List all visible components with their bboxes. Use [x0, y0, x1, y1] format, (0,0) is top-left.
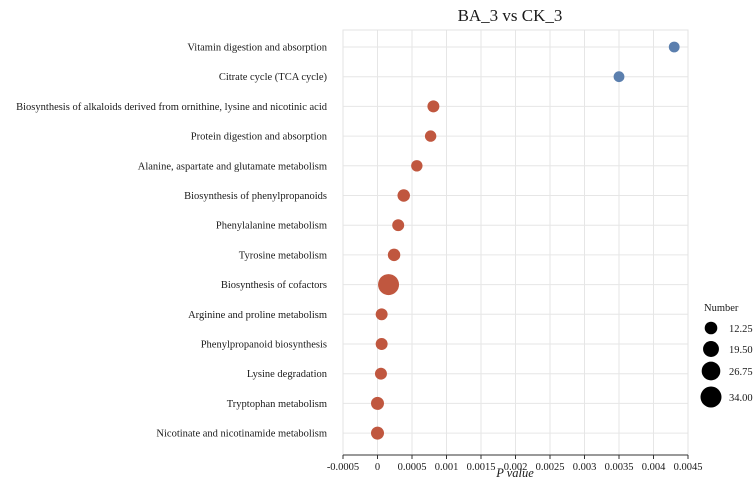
- legend-title: Number: [704, 303, 739, 314]
- category-label: Biosynthesis of phenylpropanoids: [184, 191, 327, 202]
- category-label: Protein digestion and absorption: [191, 132, 328, 143]
- data-point: [427, 100, 440, 113]
- data-point: [424, 130, 437, 142]
- chart-title: BA_3 vs CK_3: [458, 6, 563, 25]
- x-tick-label: 0.0045: [674, 462, 703, 473]
- x-tick-label: 0: [375, 462, 380, 473]
- category-label: Tryptophan metabolism: [227, 399, 327, 410]
- legend-label: 34.00: [729, 393, 753, 404]
- category-label: Biosynthesis of alkaloids derived from o…: [16, 102, 328, 113]
- legend-label: 19.50: [729, 345, 753, 356]
- category-label: Vitamin digestion and absorption: [187, 43, 327, 54]
- data-point: [374, 367, 387, 380]
- category-label: Biosynthesis of cofactors: [221, 280, 327, 291]
- data-point: [371, 426, 384, 440]
- data-point: [375, 338, 388, 350]
- grid-layer: [342, 30, 689, 455]
- data-point: [371, 396, 384, 410]
- category-label: Alanine, aspartate and glutamate metabol…: [138, 161, 327, 172]
- category-label: Phenylpropanoid biosynthesis: [201, 340, 327, 351]
- size-legend: Number 12.25 19.50 26.75 34.00: [700, 303, 753, 408]
- data-point: [397, 189, 410, 202]
- data-point: [411, 160, 423, 172]
- legend-label: 26.75: [729, 367, 753, 378]
- category-label: Tyrosine metabolism: [239, 250, 327, 261]
- category-label: Citrate cycle (TCA cycle): [219, 72, 328, 83]
- data-point: [392, 219, 405, 232]
- x-tick-label: 0.002: [504, 462, 528, 473]
- x-tick-label: 0.0015: [467, 462, 496, 473]
- x-tick-label: 0.003: [573, 462, 597, 473]
- legend-swatch: [700, 386, 722, 408]
- x-tick-label: 0.001: [435, 462, 459, 473]
- x-tick-label: 0.004: [642, 462, 666, 473]
- x-tick-label: 0.0025: [536, 462, 565, 473]
- data-point: [378, 274, 400, 296]
- data-point: [387, 248, 401, 262]
- legend-swatch: [701, 361, 721, 381]
- x-tick-label: 0.0035: [605, 462, 634, 473]
- category-labels: Vitamin digestion and absorption Citrate …: [16, 43, 328, 440]
- category-label: Phenylalanine metabolism: [216, 221, 327, 232]
- data-point: [668, 41, 680, 53]
- data-point: [375, 308, 388, 321]
- legend-swatch: [704, 321, 718, 335]
- category-label: Arginine and proline metabolism: [188, 310, 327, 321]
- x-axis-label: P value: [495, 466, 534, 480]
- x-axis: -0.0005 0 0.0005 0.001 0.0015 0.002 0.0025 0.00…: [327, 454, 703, 473]
- legend-swatch: [703, 341, 719, 357]
- legend-label: 12.25: [729, 324, 753, 335]
- x-tick-label: -0.0005: [327, 462, 359, 473]
- data-points: [371, 41, 680, 440]
- x-tick-label: 0.0005: [398, 462, 427, 473]
- category-label: Nicotinate and nicotinamide metabolism: [156, 429, 327, 440]
- category-label: Lysine degradation: [247, 369, 328, 380]
- data-point: [613, 71, 625, 83]
